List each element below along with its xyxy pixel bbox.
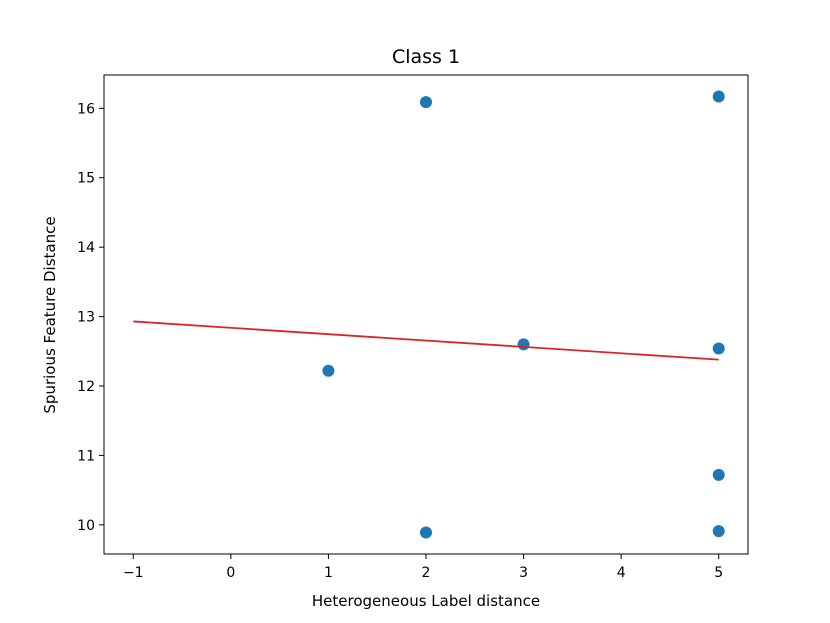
y-tick-label: 14 xyxy=(77,240,95,256)
x-tick-label: −1 xyxy=(123,565,144,581)
data-point xyxy=(322,364,335,377)
y-tick-label: 13 xyxy=(77,310,95,326)
y-tick-label: 16 xyxy=(77,101,95,117)
x-tick-label: 0 xyxy=(226,565,235,581)
x-axis: −1 0 1 2 3 4 5 xyxy=(123,554,723,581)
data-point xyxy=(712,525,725,538)
data-point xyxy=(712,468,725,481)
x-tick-label: 2 xyxy=(422,565,431,581)
chart-title: Class 1 xyxy=(392,46,460,68)
x-tick-label: 5 xyxy=(714,565,723,581)
data-point xyxy=(517,338,530,351)
plot-frame xyxy=(103,74,749,555)
fit-line xyxy=(133,320,719,361)
data-point xyxy=(712,90,725,103)
x-tick-label: 4 xyxy=(617,565,626,581)
y-tick-label: 15 xyxy=(77,171,95,187)
y-tick-label: 12 xyxy=(77,379,95,395)
data-point xyxy=(420,526,432,539)
x-tick-label: 1 xyxy=(324,565,333,581)
y-axis: 10 11 12 13 14 15 16 xyxy=(77,101,104,534)
y-tick-label: 10 xyxy=(77,518,95,534)
data-point xyxy=(712,342,725,355)
data-point xyxy=(420,96,432,109)
plot-area xyxy=(133,90,725,539)
x-axis-label: Heterogeneous Label distance xyxy=(312,592,540,610)
y-tick-label: 11 xyxy=(77,448,95,464)
y-axis-label: Spurious Feature Distance xyxy=(41,216,59,413)
x-tick-label: 3 xyxy=(519,565,528,581)
